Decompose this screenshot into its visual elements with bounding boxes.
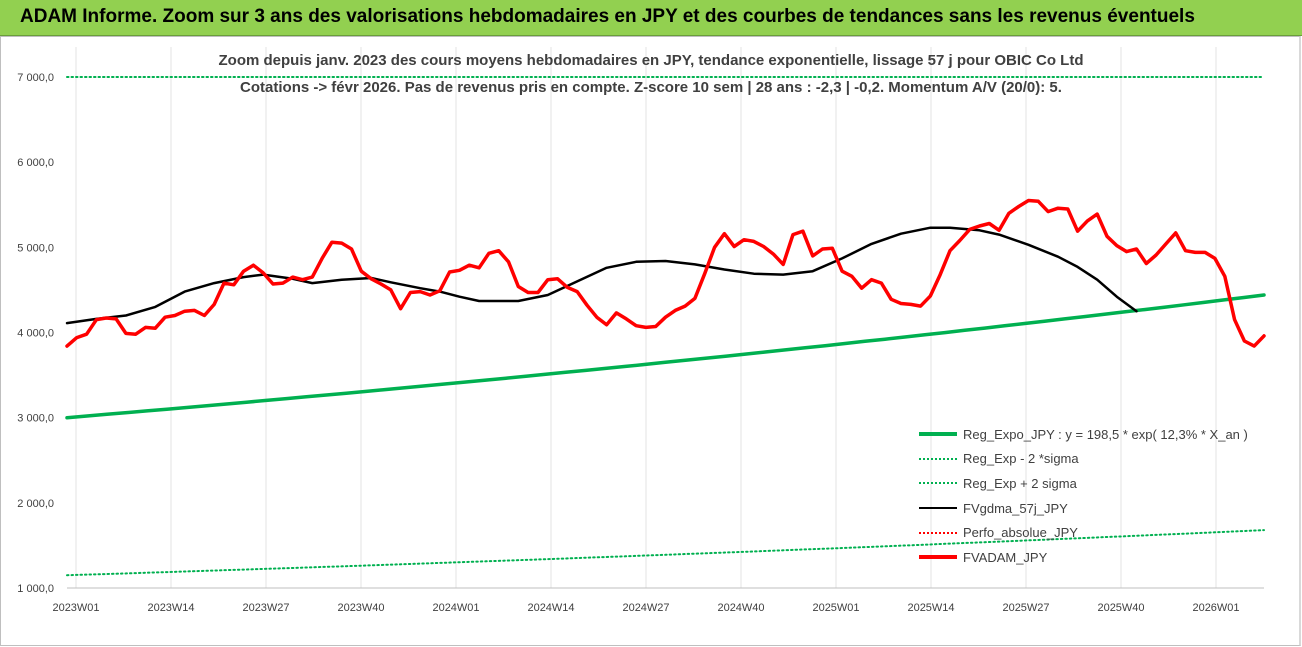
series-line-3	[65, 226, 1138, 325]
legend-swatch-solid-green	[919, 432, 957, 437]
legend-item-fvgdma: FVgdma_57j_JPY	[917, 496, 1257, 521]
y-tick-label: 1 000,0	[17, 583, 54, 595]
series-line-5	[65, 198, 1266, 348]
series-line-0	[65, 293, 1266, 420]
legend-item-reg-minus: Reg_Exp - 2 *sigma	[917, 447, 1257, 472]
x-tick-label: 2025W40	[1097, 602, 1144, 614]
legend-swatch-dotted-green	[919, 482, 957, 485]
x-tick-label: 2023W14	[147, 602, 194, 614]
x-tick-label: 2024W14	[527, 602, 574, 614]
y-tick-label: 7 000,0	[17, 72, 54, 84]
legend-swatch-dotted-green	[919, 457, 957, 460]
x-tick-label: 2025W14	[907, 602, 954, 614]
legend-item-fvadam: FVADAM_JPY	[917, 545, 1257, 570]
x-tick-label: 2024W01	[432, 602, 479, 614]
y-tick-label: 5 000,0	[17, 242, 54, 254]
y-tick-label: 6 000,0	[17, 157, 54, 169]
legend-label: Reg_Expo_JPY : y = 198,5 * exp( 12,3% * …	[963, 426, 1248, 442]
legend-swatch-dotted-red	[919, 531, 957, 534]
chart-subtitle: Cotations -> févr 2026. Pas de revenus p…	[240, 79, 1062, 96]
chart-legend: Reg_Expo_JPY : y = 198,5 * exp( 12,3% * …	[917, 422, 1257, 570]
x-tick-label: 2026W01	[1192, 602, 1239, 614]
legend-label: Reg_Exp - 2 *sigma	[963, 451, 1079, 467]
series-line-1	[66, 529, 1265, 577]
legend-label: Reg_Exp + 2 sigma	[963, 475, 1077, 491]
x-tick-label: 2024W27	[622, 602, 669, 614]
legend-label: FVgdma_57j_JPY	[963, 500, 1068, 516]
legend-item-perfo: Perfo_absolue_JPY	[917, 520, 1257, 545]
report-banner: ADAM Informe. Zoom sur 3 ans des valoris…	[0, 0, 1302, 36]
legend-label: FVADAM_JPY	[963, 549, 1048, 565]
chart-frame	[0, 36, 1301, 646]
legend-label: Perfo_absolue_JPY	[963, 525, 1078, 541]
x-tick-label: 2024W40	[717, 602, 764, 614]
y-tick-label: 4 000,0	[17, 328, 54, 340]
x-tick-label: 2023W27	[242, 602, 289, 614]
legend-item-reg-expo: Reg_Expo_JPY : y = 198,5 * exp( 12,3% * …	[917, 422, 1257, 447]
chart-title: Zoom depuis janv. 2023 des cours moyens …	[218, 52, 1084, 69]
x-tick-label: 2023W40	[337, 602, 384, 614]
report-title: ADAM Informe. Zoom sur 3 ans des valoris…	[20, 6, 1195, 27]
x-tick-label: 2025W27	[1002, 602, 1049, 614]
y-tick-label: 3 000,0	[17, 413, 54, 425]
legend-swatch-red	[919, 555, 957, 560]
y-tick-label: 2 000,0	[17, 498, 54, 510]
x-tick-label: 2023W01	[52, 602, 99, 614]
x-tick-label: 2025W01	[812, 602, 859, 614]
legend-swatch-black	[919, 507, 957, 510]
legend-item-reg-plus: Reg_Exp + 2 sigma	[917, 471, 1257, 496]
